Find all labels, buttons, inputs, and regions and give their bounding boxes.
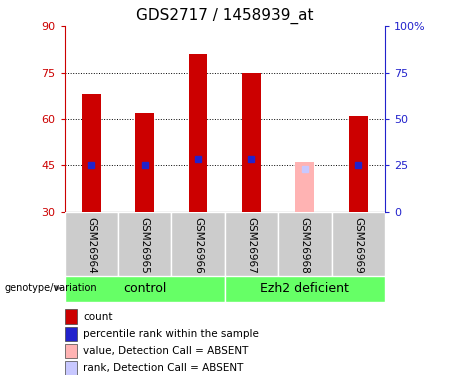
Text: control: control <box>123 282 166 295</box>
Bar <box>65 276 225 302</box>
Bar <box>118 212 171 276</box>
Bar <box>349 116 367 212</box>
Bar <box>82 94 100 212</box>
Text: count: count <box>83 312 112 322</box>
Bar <box>225 276 385 302</box>
Text: value, Detection Call = ABSENT: value, Detection Call = ABSENT <box>83 346 248 356</box>
Title: GDS2717 / 1458939_at: GDS2717 / 1458939_at <box>136 7 313 24</box>
Bar <box>65 212 118 276</box>
Bar <box>135 113 154 212</box>
Bar <box>278 212 331 276</box>
Bar <box>296 162 314 212</box>
Text: GSM26966: GSM26966 <box>193 217 203 274</box>
Text: GSM26969: GSM26969 <box>353 217 363 274</box>
Text: Ezh2 deficient: Ezh2 deficient <box>260 282 349 295</box>
Text: GSM26967: GSM26967 <box>247 217 256 274</box>
Bar <box>171 212 225 276</box>
Text: GSM26965: GSM26965 <box>140 217 150 274</box>
Bar <box>65 327 77 341</box>
Bar <box>65 344 77 358</box>
Bar <box>242 73 261 212</box>
Text: rank, Detection Call = ABSENT: rank, Detection Call = ABSENT <box>83 363 243 373</box>
Text: GSM26968: GSM26968 <box>300 217 310 274</box>
Text: percentile rank within the sample: percentile rank within the sample <box>83 328 259 339</box>
Bar <box>225 212 278 276</box>
Bar <box>189 54 207 212</box>
Text: genotype/variation: genotype/variation <box>5 283 97 293</box>
Bar <box>65 361 77 375</box>
Bar <box>331 212 385 276</box>
Text: GSM26964: GSM26964 <box>86 217 96 274</box>
Bar <box>65 309 77 324</box>
